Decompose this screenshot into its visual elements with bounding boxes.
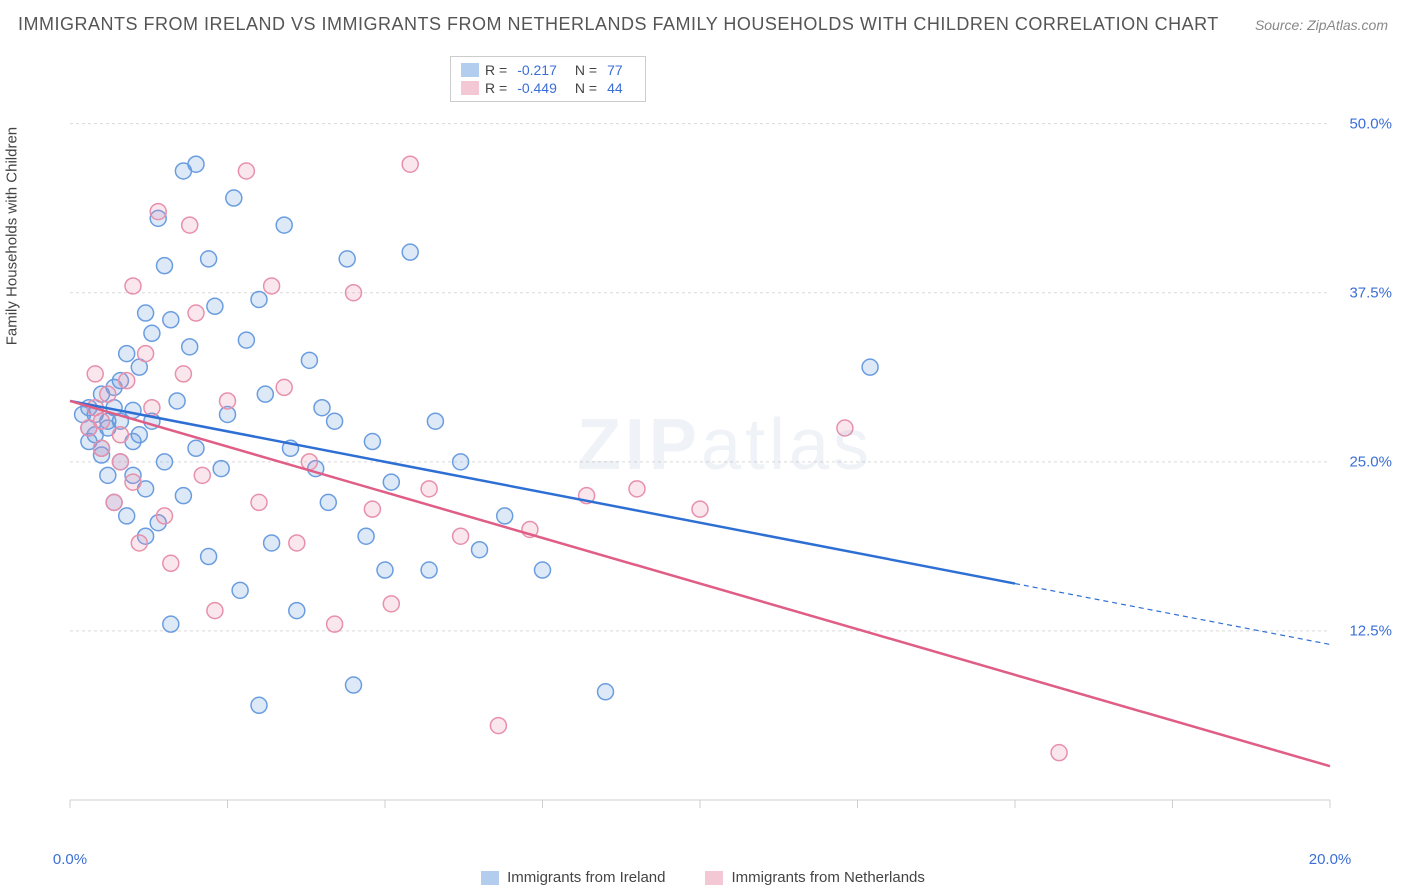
swatch-netherlands xyxy=(461,81,479,95)
legend-item-ireland: Immigrants from Ireland xyxy=(481,869,665,886)
y-tick-label: 25.0% xyxy=(1349,453,1392,470)
n-label: N = xyxy=(575,62,597,78)
y-tick-label: 37.5% xyxy=(1349,284,1392,301)
n-label: N = xyxy=(575,80,597,96)
y-axis-label: Family Households with Children xyxy=(4,127,21,345)
legend-label-netherlands: Immigrants from Netherlands xyxy=(731,869,924,886)
n-value-ireland: 77 xyxy=(607,62,623,78)
r-value-netherlands: -0.449 xyxy=(517,80,557,96)
x-tick-label: 0.0% xyxy=(53,851,87,868)
r-value-ireland: -0.217 xyxy=(517,62,557,78)
n-value-netherlands: 44 xyxy=(607,80,623,96)
chart-area: ZIPatlas R = -0.217 N = 77 R = -0.449 N … xyxy=(60,50,1390,840)
source-attribution: Source: ZipAtlas.com xyxy=(1255,17,1388,33)
legend-row-netherlands: R = -0.449 N = 44 xyxy=(461,79,635,97)
x-tick-label: 20.0% xyxy=(1309,851,1352,868)
r-label: R = xyxy=(485,80,507,96)
series-legend: Immigrants from Ireland Immigrants from … xyxy=(0,869,1406,886)
legend-label-ireland: Immigrants from Ireland xyxy=(507,869,665,886)
legend-row-ireland: R = -0.217 N = 77 xyxy=(461,61,635,79)
scatter-plot xyxy=(60,50,1390,840)
swatch-netherlands xyxy=(705,871,723,885)
swatch-ireland xyxy=(481,871,499,885)
swatch-ireland xyxy=(461,63,479,77)
y-tick-label: 12.5% xyxy=(1349,622,1392,639)
y-tick-label: 50.0% xyxy=(1349,115,1392,132)
r-label: R = xyxy=(485,62,507,78)
chart-title: IMMIGRANTS FROM IRELAND VS IMMIGRANTS FR… xyxy=(18,14,1219,35)
correlation-legend: R = -0.217 N = 77 R = -0.449 N = 44 xyxy=(450,56,646,102)
legend-item-netherlands: Immigrants from Netherlands xyxy=(705,869,924,886)
